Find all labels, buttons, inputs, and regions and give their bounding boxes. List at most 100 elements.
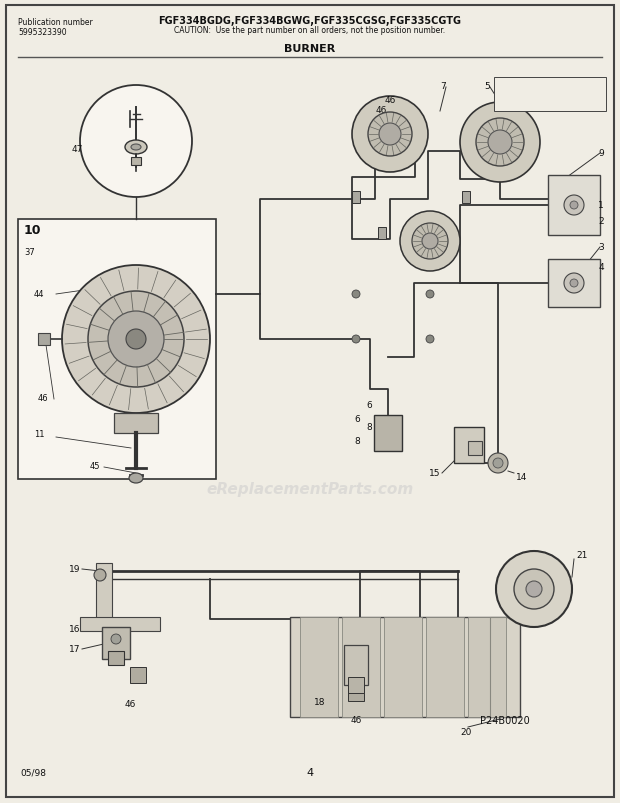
Bar [426, 618, 464, 717]
Circle shape [412, 224, 448, 259]
Text: FGF334BGDG,FGF334BGWG,FGF335CGSG,FGF335CGTG: FGF334BGDG,FGF334BGWG,FGF335CGSG,FGF335C… [159, 16, 461, 26]
Circle shape [426, 291, 434, 299]
Bar [96, 563, 112, 623]
Text: 7: 7 [440, 82, 446, 91]
Text: eReplacementParts.com: eReplacementParts.com [206, 482, 414, 497]
Text: CAUTION:  Use the part number on all orders, not the position number.: CAUTION: Use the part number on all orde… [174, 26, 446, 35]
Circle shape [488, 454, 508, 474]
Circle shape [426, 336, 434, 344]
Circle shape [400, 212, 460, 271]
Circle shape [422, 234, 438, 250]
Bar [384, 618, 422, 717]
Text: 5: 5 [484, 82, 490, 91]
Text: 15: 15 [428, 469, 440, 478]
Circle shape [368, 113, 412, 157]
Text: 10: 10 [24, 224, 42, 237]
Circle shape [88, 291, 184, 388]
Circle shape [488, 131, 512, 155]
Bar [342, 618, 380, 717]
Text: 46: 46 [384, 96, 396, 105]
Circle shape [564, 196, 584, 216]
Circle shape [108, 312, 164, 368]
Text: 8: 8 [354, 437, 360, 446]
Bar [18, 220, 216, 479]
Text: BURNER: BURNER [285, 44, 335, 54]
Bar [348, 677, 364, 693]
Bar [344, 645, 368, 685]
Text: NOTE: Top burner valves: NOTE: Top burner valves [498, 82, 580, 88]
Ellipse shape [131, 145, 141, 151]
Text: 37: 37 [24, 247, 35, 257]
Text: 17: 17 [68, 645, 80, 654]
Circle shape [94, 569, 106, 581]
Text: 44: 44 [34, 290, 45, 299]
Text: 46: 46 [125, 699, 136, 708]
Text: 8: 8 [366, 423, 372, 432]
Text: P24B0020: P24B0020 [480, 715, 529, 725]
Text: 20: 20 [460, 727, 471, 736]
Text: 2: 2 [598, 218, 604, 226]
Circle shape [496, 552, 572, 627]
Circle shape [352, 336, 360, 344]
Bar [378, 228, 386, 240]
Text: 1: 1 [598, 202, 604, 210]
Text: 18: 18 [314, 697, 326, 706]
Bar [462, 192, 470, 204]
Circle shape [570, 279, 578, 287]
Bar [468, 442, 482, 455]
Text: include mounting screws.: include mounting screws. [498, 92, 583, 98]
Text: 16: 16 [68, 625, 80, 634]
Text: 5995323390: 5995323390 [18, 28, 66, 37]
Text: 4: 4 [598, 263, 604, 272]
Bar [130, 667, 146, 683]
Bar [454, 427, 484, 463]
Text: 4: 4 [306, 767, 314, 777]
Text: 6: 6 [366, 401, 372, 410]
Text: 21: 21 [576, 551, 587, 560]
Circle shape [570, 202, 578, 210]
Bar [102, 627, 130, 659]
Text: 3: 3 [598, 243, 604, 252]
Bar [114, 414, 158, 434]
Bar [374, 415, 402, 451]
Bar [548, 176, 600, 236]
Bar [352, 192, 360, 204]
Text: 19: 19 [68, 565, 80, 574]
Bar [108, 651, 124, 665]
Text: 46: 46 [350, 715, 361, 724]
Text: 47: 47 [72, 145, 83, 154]
Circle shape [476, 119, 524, 167]
Text: 14: 14 [516, 473, 528, 482]
Text: 46: 46 [38, 393, 48, 402]
Circle shape [379, 124, 401, 146]
Circle shape [80, 86, 192, 198]
Bar [348, 685, 364, 701]
Text: 11: 11 [34, 430, 45, 438]
Circle shape [126, 329, 146, 349]
Text: 46: 46 [376, 106, 388, 115]
Text: 05/98: 05/98 [20, 768, 46, 777]
Circle shape [111, 634, 121, 644]
Bar [290, 618, 520, 717]
Circle shape [526, 581, 542, 597]
Text: 9: 9 [598, 149, 604, 158]
Circle shape [493, 459, 503, 468]
Text: Publication number: Publication number [18, 18, 93, 27]
Bar [300, 618, 338, 717]
Circle shape [514, 569, 554, 609]
Bar [468, 618, 506, 717]
Bar [131, 158, 141, 165]
Circle shape [62, 266, 210, 414]
Ellipse shape [129, 474, 143, 483]
Bar [548, 259, 600, 308]
Bar [494, 78, 606, 112]
Bar [38, 333, 50, 345]
Circle shape [564, 274, 584, 294]
Circle shape [352, 97, 428, 173]
Bar [80, 618, 160, 631]
Circle shape [352, 291, 360, 299]
Circle shape [460, 103, 540, 183]
Text: 45: 45 [90, 462, 100, 471]
Text: 6: 6 [354, 415, 360, 424]
Ellipse shape [125, 141, 147, 155]
